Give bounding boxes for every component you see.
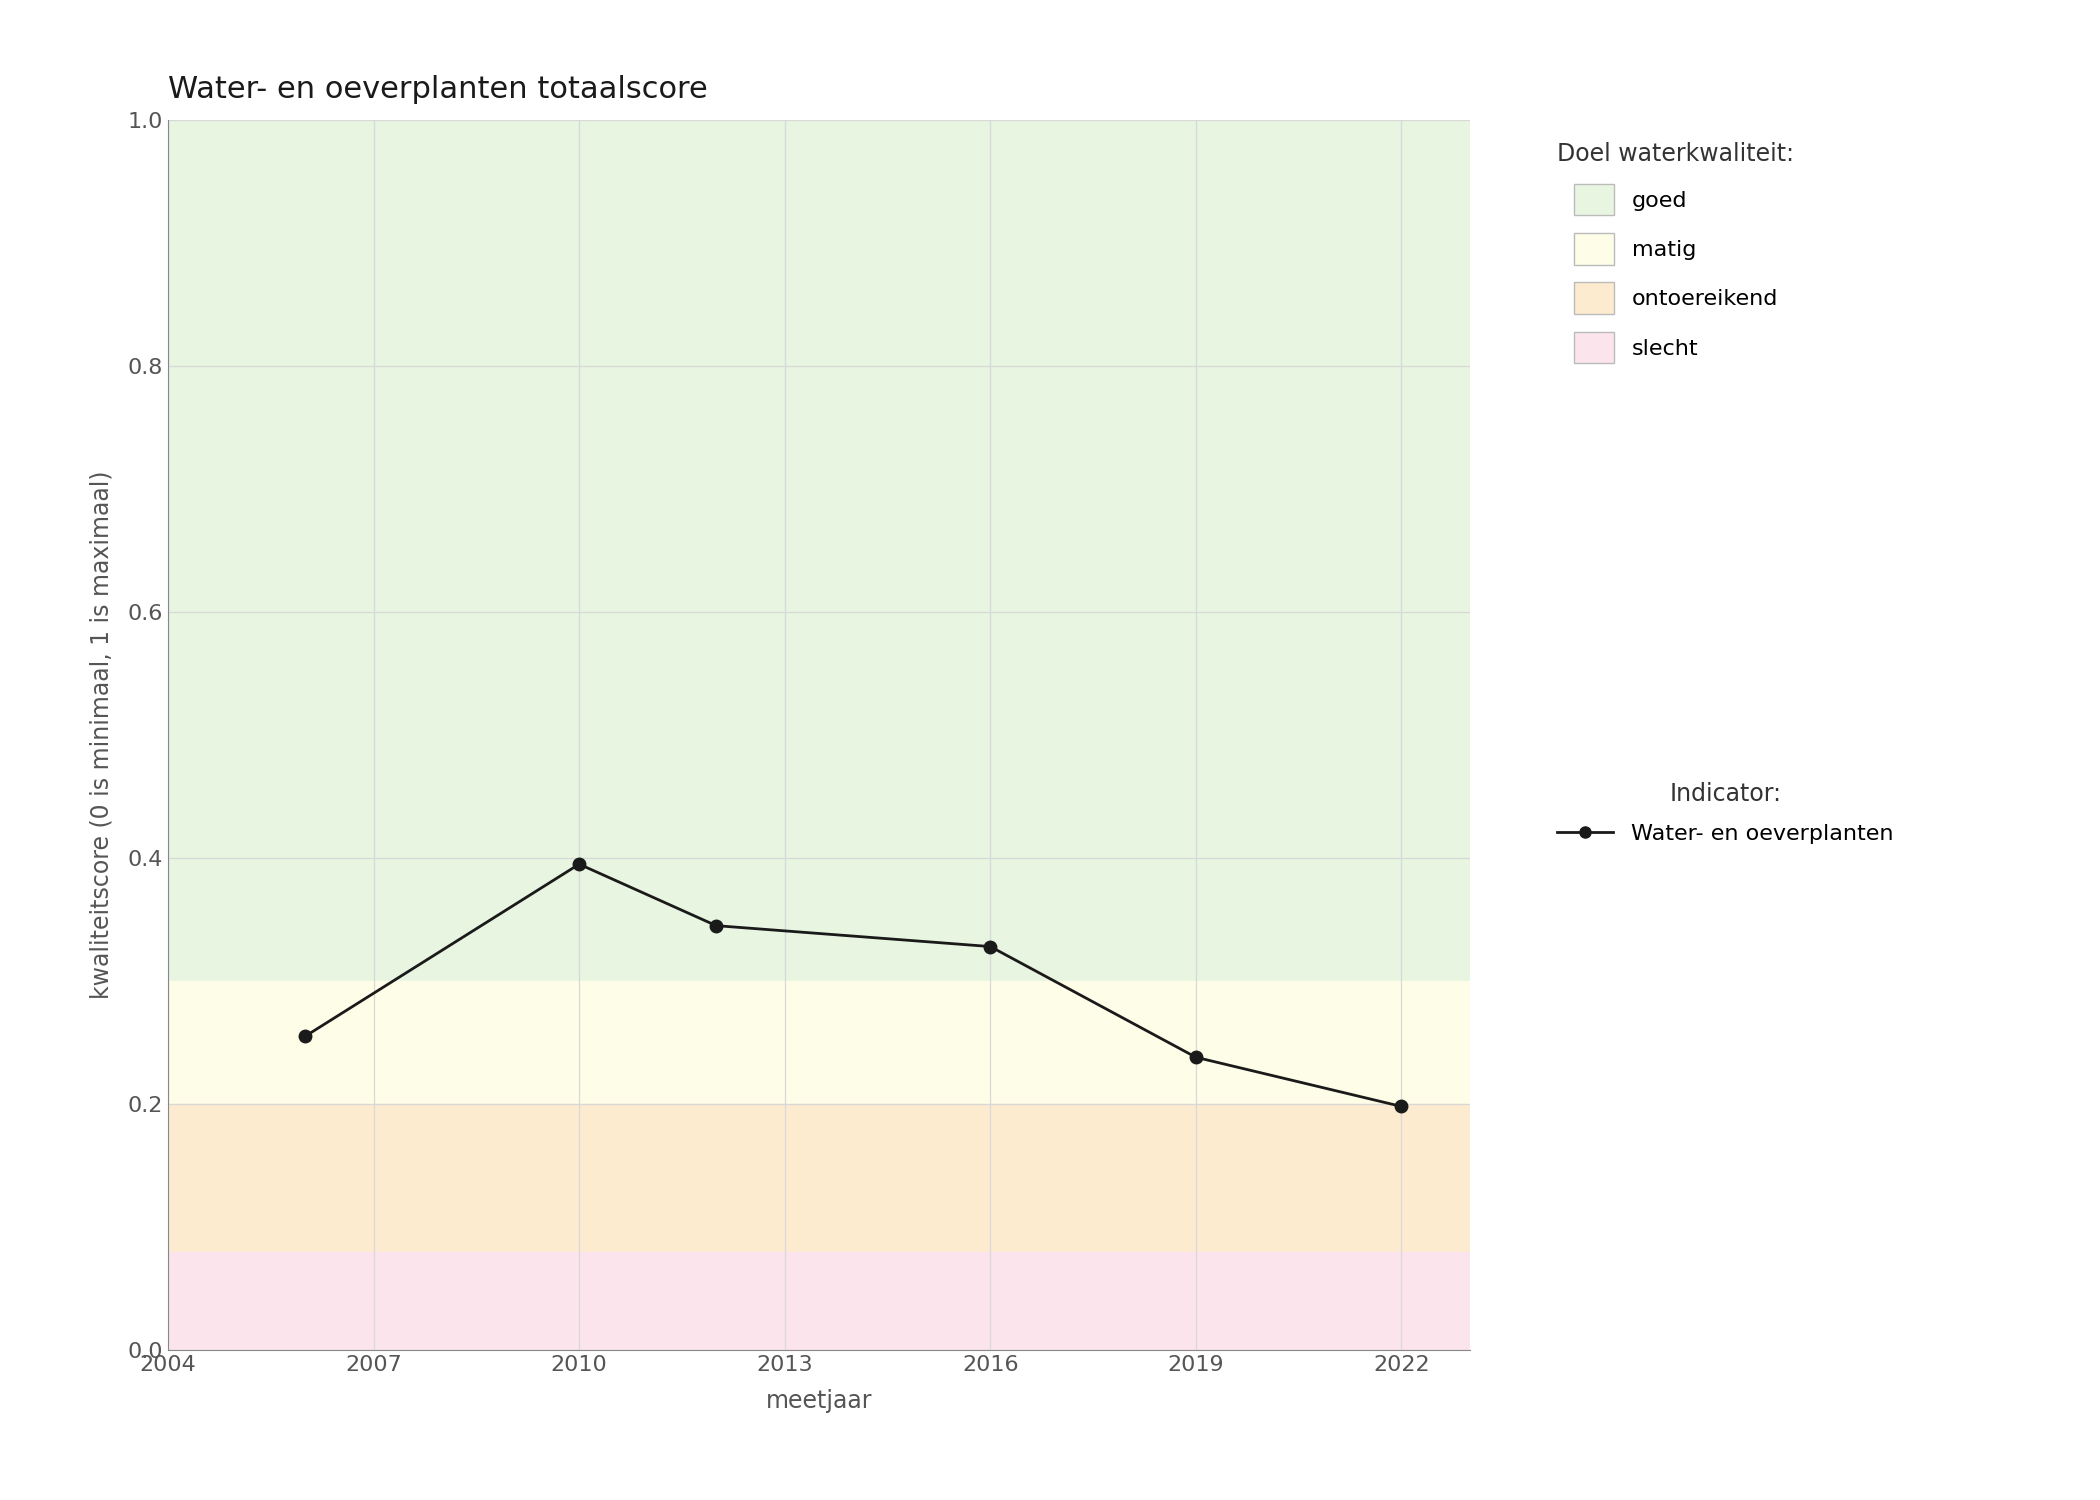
- Text: Water- en oeverplanten totaalscore: Water- en oeverplanten totaalscore: [168, 75, 708, 104]
- Bar: [168, 981, 1470, 1104]
- Bar: [168, 1104, 1470, 1251]
- Legend: Water- en oeverplanten: Water- en oeverplanten: [1546, 771, 1905, 855]
- Y-axis label: kwaliteitscore (0 is minimaal, 1 is maximaal): kwaliteitscore (0 is minimaal, 1 is maxi…: [90, 471, 113, 999]
- Bar: [168, 120, 1470, 981]
- X-axis label: meetjaar: meetjaar: [766, 1389, 872, 1413]
- Bar: [168, 1251, 1470, 1350]
